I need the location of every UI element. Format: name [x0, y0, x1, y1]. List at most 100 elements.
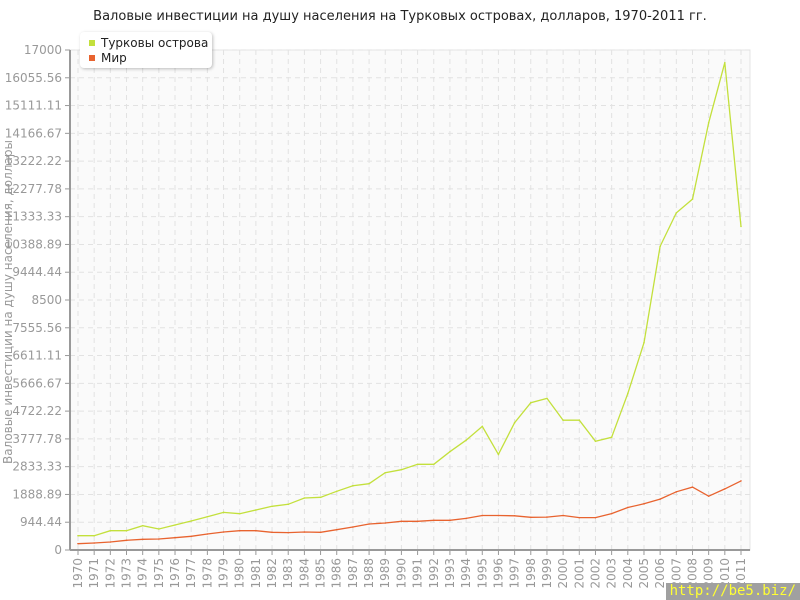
data-point [578, 419, 581, 422]
y-tick-label: 12277.78 [5, 182, 62, 196]
x-tick-label: 2009 [702, 558, 716, 589]
x-tick-label: 1985 [314, 558, 328, 589]
legend: Турковы острова Мир [80, 32, 212, 68]
data-point [206, 533, 209, 535]
data-point [238, 512, 241, 515]
x-tick-label: 1999 [540, 558, 554, 589]
x-tick-label: 1982 [265, 558, 279, 589]
data-point [93, 542, 95, 544]
x-tick-label: 1975 [152, 558, 166, 589]
data-point [319, 531, 322, 534]
y-tick-label: 15111.11 [5, 99, 62, 113]
data-point [724, 61, 726, 64]
y-tick-label: 11333.33 [5, 210, 62, 224]
y-tick-label: 6611.11 [12, 349, 62, 363]
data-point [335, 528, 338, 531]
data-point [594, 440, 597, 443]
data-point [416, 463, 419, 466]
data-point [400, 468, 403, 471]
y-tick-label: 8500 [31, 293, 62, 307]
y-tick-label: 17000 [24, 43, 62, 57]
x-tick-label: 2001 [572, 558, 586, 589]
data-point [740, 225, 742, 228]
data-point [562, 514, 564, 517]
data-point [497, 514, 500, 517]
data-point [432, 519, 435, 522]
y-tick-label: 0 [54, 543, 62, 557]
data-point [206, 515, 209, 518]
y-tick-label: 14166.67 [5, 126, 62, 140]
data-point [400, 520, 403, 523]
x-tick-label: 1977 [184, 558, 198, 589]
x-tick-label: 2011 [734, 558, 748, 589]
data-point [384, 471, 387, 474]
x-tick-label: 1981 [249, 558, 263, 589]
data-point [93, 534, 95, 537]
series-line-0 [78, 62, 742, 537]
data-point [352, 526, 354, 528]
x-tick-label: 1994 [459, 558, 473, 589]
data-point [109, 541, 112, 543]
x-tick-label: 1978 [200, 558, 214, 589]
data-point [222, 531, 225, 533]
legend-item-world[interactable]: Мир [89, 51, 127, 65]
data-point [125, 539, 128, 542]
data-point [707, 121, 710, 124]
x-tick-label: 2002 [588, 558, 602, 589]
x-tick-label: 1993 [443, 558, 457, 589]
data-point [594, 516, 597, 519]
legend-label: Мир [101, 51, 127, 65]
x-tick-label: 2006 [653, 558, 667, 589]
watermark[interactable]: http://be5.biz/ [665, 583, 800, 600]
x-tick-label: 1998 [524, 558, 538, 589]
x-tick-label: 1979 [217, 558, 231, 589]
data-point [416, 520, 419, 523]
data-point [158, 538, 160, 540]
data-point [303, 531, 306, 533]
x-tick-label: 2010 [718, 558, 732, 589]
data-point [529, 516, 532, 519]
data-point [578, 516, 581, 519]
x-tick-label: 1991 [411, 558, 425, 589]
x-tick-label: 1988 [362, 558, 376, 589]
data-point [174, 536, 176, 539]
legend-item-turks[interactable]: Турковы острова [89, 36, 208, 50]
y-tick-label: 944.44 [20, 515, 62, 529]
data-point [352, 484, 354, 487]
x-tick-label: 1973 [120, 558, 134, 589]
data-point [384, 522, 387, 524]
data-point [287, 503, 290, 506]
data-point [627, 392, 629, 395]
data-point [190, 520, 192, 522]
x-tick-label: 1986 [330, 558, 344, 589]
legend-swatch [89, 39, 95, 46]
data-point [529, 401, 532, 404]
x-tick-label: 1990 [394, 558, 408, 589]
x-tick-label: 2000 [556, 558, 570, 589]
data-point [627, 506, 629, 509]
data-point [255, 509, 257, 511]
data-point [497, 453, 500, 456]
y-tick-label: 1888.89 [12, 487, 62, 501]
data-point [513, 514, 516, 517]
data-point [481, 425, 484, 428]
data-point [158, 528, 160, 530]
x-tick-label: 1970 [71, 558, 85, 589]
y-tick-label: 2833.33 [12, 460, 62, 474]
y-tick-label: 16055.56 [5, 71, 62, 85]
x-tick-label: 1980 [233, 558, 247, 589]
data-point [724, 488, 726, 490]
y-tick-label: 5666.67 [12, 376, 62, 390]
data-point [513, 421, 516, 424]
x-tick-label: 1976 [168, 558, 182, 589]
x-tick-label: 1984 [297, 558, 311, 589]
data-point [659, 498, 661, 500]
data-point [141, 538, 144, 541]
data-point [691, 486, 694, 488]
data-point [368, 523, 370, 525]
x-tick-label: 1983 [281, 558, 295, 589]
data-point [740, 480, 742, 482]
y-tick-label: 3777.78 [12, 432, 62, 446]
data-point [190, 535, 192, 538]
